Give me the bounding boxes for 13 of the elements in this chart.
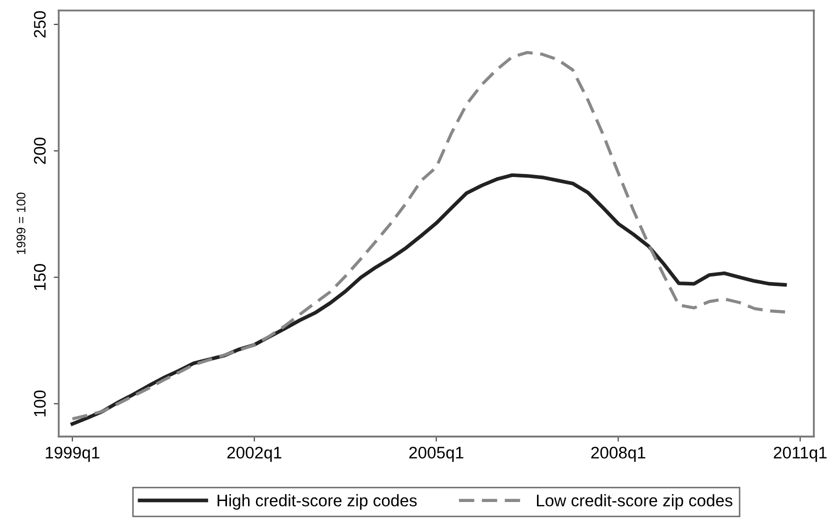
y-tick-label: 200 <box>34 138 46 164</box>
x-tick-label: 2008q1 <box>591 446 646 462</box>
x-tick-label: 1999q1 <box>46 446 100 462</box>
y-axis-title: 1999 = 100 <box>16 192 26 254</box>
x-tick-label: 2002q1 <box>227 446 282 462</box>
y-tick-label: 250 <box>34 11 46 38</box>
y-tick-label: 100 <box>34 390 46 416</box>
y-tick-label: 150 <box>34 264 46 290</box>
x-tick-label: 2005q1 <box>409 446 464 462</box>
legend-label: Low credit-score zip codes <box>537 494 732 510</box>
legend-label: High credit-score zip codes <box>218 494 417 510</box>
line-series <box>70 50 787 420</box>
x-tick-label: 2011q1 <box>774 446 827 462</box>
